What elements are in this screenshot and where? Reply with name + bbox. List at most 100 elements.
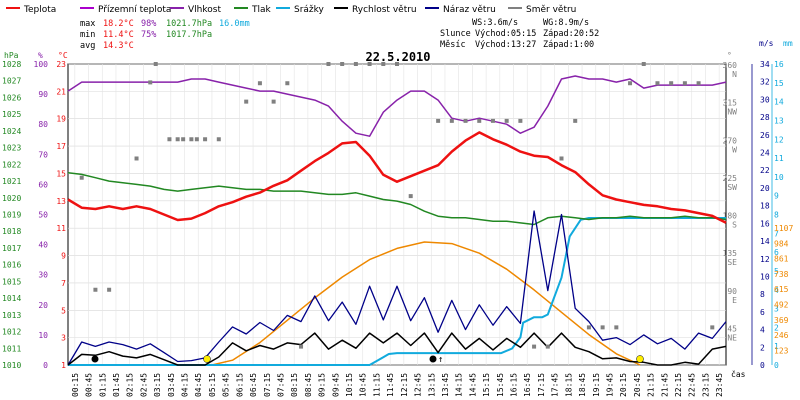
x-tick-label: 21:15: [647, 373, 656, 397]
hpa-tick-label: 1016: [2, 261, 21, 270]
ms-tick-label: 34: [760, 60, 770, 69]
mm-tick-label: 3: [774, 305, 779, 314]
series-line-tlak: [67, 171, 727, 226]
x-tick-label: 00:45: [85, 373, 94, 397]
x-tick-label: 10:15: [345, 373, 354, 397]
series-line-slunce: [211, 241, 641, 366]
wind-direction-point: [134, 156, 139, 161]
info-block: WS:3.6m/s WG:8.9m/s Slunce Východ:05:15 …: [440, 18, 599, 50]
stat-max-label: max: [80, 19, 95, 29]
wind-direction-point: [408, 194, 413, 199]
dir-tick-label: NE: [727, 333, 737, 342]
wind-direction-point: [559, 156, 564, 161]
wind-direction-point: [381, 62, 386, 66]
wind-direction-point: [353, 62, 358, 66]
x-tick-label: 10:45: [359, 373, 368, 397]
mm-tick-label: 14: [774, 98, 784, 107]
wind-direction-point: [216, 137, 221, 142]
x-tick-label: 12:15: [400, 373, 409, 397]
info-moonrise: Východ:13:27: [475, 40, 536, 50]
sun-scale-tick-label: 492: [774, 301, 789, 310]
moonrise-marker: [429, 355, 437, 363]
hpa-tick-label: 1011: [2, 344, 21, 353]
legend-tlak: Tlak: [251, 5, 272, 15]
series-line-n-raz-v-tru: [67, 210, 727, 366]
ms-tick-label: 26: [760, 131, 770, 140]
temp-tick-label: 21: [56, 87, 66, 96]
hpa-tick-label: 1014: [2, 294, 21, 303]
pct-tick-label: 10: [38, 331, 48, 340]
axis-pct-title: %: [38, 51, 43, 60]
ms-tick-label: 12: [760, 255, 770, 264]
x-tick-label: 21:45: [660, 373, 669, 397]
stat-max-hum: 98%: [141, 19, 156, 29]
wind-direction-point: [167, 137, 172, 142]
pct-tick-label: 70: [38, 150, 48, 159]
stats-block: max 18.2°C 98% 1021.7hPa 16.0mm min 11.4…: [80, 19, 250, 51]
dir-tick-label: SE: [727, 258, 737, 267]
temp-tick-label: 3: [61, 334, 66, 343]
hpa-tick-label: 1019: [2, 211, 21, 220]
mm-tick-label: 11: [774, 154, 784, 163]
wind-direction-point: [153, 62, 158, 66]
moonset-marker: [91, 355, 99, 363]
wind-direction-point: [696, 81, 701, 86]
ms-tick-label: 28: [760, 113, 770, 122]
mm-tick-label: 0: [774, 361, 779, 370]
sun-scale-tick-label: 246: [774, 331, 789, 340]
pct-tick-label: 20: [38, 301, 48, 310]
x-tick-label: 20:45: [633, 373, 642, 397]
x-tick-label: 17:15: [537, 373, 546, 397]
x-tick-label: 03:15: [153, 373, 162, 397]
legend: Teplota Přízemní teplota Vlhkost Tlak Sr…: [6, 5, 576, 15]
mm-tick-label: 6: [774, 248, 779, 257]
dir-tick-label: N: [732, 70, 737, 79]
legend-smer-vetru: Směr větru: [526, 5, 576, 15]
wind-direction-point: [477, 118, 482, 123]
sun-scale-tick-label: 123: [774, 346, 789, 355]
hpa-tick-label: 1012: [2, 328, 21, 337]
sun-scale-tick-label: 861: [774, 255, 789, 264]
x-tick-label: 05:15: [208, 373, 217, 397]
info-moon-label: Měsíc: [440, 40, 466, 50]
mm-tick-label: 10: [774, 173, 784, 182]
dir-tick-deg: 225: [723, 174, 738, 183]
x-tick-label: 04:15: [181, 373, 190, 397]
wind-direction-point: [271, 99, 276, 104]
temp-tick-label: 1: [61, 361, 66, 370]
legend-srazky: Srážky: [294, 5, 325, 15]
wind-direction-point: [299, 344, 304, 349]
legend-prizemni-teplota: Přízemní teplota: [98, 5, 171, 15]
wind-direction-point: [181, 137, 186, 142]
temp-tick-label: 5: [61, 306, 66, 315]
wind-direction-point: [682, 81, 687, 86]
x-tick-label: 19:45: [605, 373, 614, 397]
mm-tick-label: 8: [774, 211, 779, 220]
stat-avg-temp: 14.3°C: [103, 41, 134, 51]
mm-tick-label: 7: [774, 229, 779, 238]
axis-hpa-title: hPa: [4, 51, 19, 60]
x-tick-label: 01:15: [98, 373, 107, 397]
info-moonset: Západ:1:00: [543, 40, 594, 50]
hpa-tick-label: 1023: [2, 144, 21, 153]
stat-min-hum: 75%: [141, 30, 156, 40]
sun-scale-tick-label: 615: [774, 285, 789, 294]
axis-mm-title: mm: [783, 39, 793, 48]
x-tick-label: 06:15: [235, 373, 244, 397]
stat-min-temp: 11.4°C: [103, 30, 134, 40]
x-tick-label: 11:15: [372, 373, 381, 397]
dir-tick-label: E: [732, 296, 737, 305]
mm-tick-label: 9: [774, 192, 779, 201]
x-tick-label: 09:45: [331, 373, 340, 397]
x-tick-label: 18:45: [578, 373, 587, 397]
dir-tick-deg: 180: [723, 212, 738, 221]
stat-min-label: min: [80, 30, 95, 40]
astro-markers: ↑: [91, 355, 644, 365]
pct-tick-label: 60: [38, 180, 48, 189]
axis-ticks: 00:15 00:45 01:15 01:45 02:15 02:45 03:15 03:45…: [2, 60, 793, 397]
legend-naraz-vetru: Náraz větru: [443, 5, 496, 15]
wind-direction-point: [203, 137, 208, 142]
x-tick-label: 02:45: [139, 373, 148, 397]
wind-direction-point: [175, 137, 180, 142]
